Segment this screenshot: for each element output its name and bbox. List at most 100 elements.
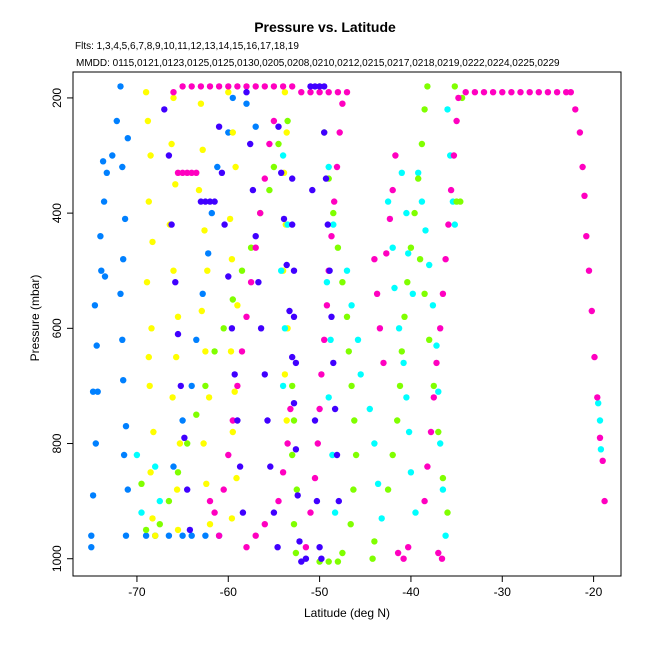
data-point [200, 440, 207, 447]
data-point [401, 313, 408, 320]
data-point [177, 382, 184, 390]
data-point [266, 140, 273, 148]
data-point [437, 440, 444, 447]
data-point [583, 233, 590, 240]
data-point [298, 558, 305, 565]
x-tick-label: -60 [220, 585, 238, 599]
data-point [172, 181, 179, 188]
data-point [451, 221, 458, 228]
data-point [170, 463, 177, 470]
data-point [430, 382, 437, 390]
data-point [92, 440, 100, 447]
data-point [376, 325, 384, 332]
data-point [281, 325, 289, 332]
data-point [229, 94, 236, 102]
data-point [327, 336, 334, 343]
data-point [462, 89, 469, 96]
data-point [311, 474, 319, 482]
data-point [205, 394, 213, 401]
data-point [334, 244, 342, 251]
data-point [331, 509, 339, 516]
data-point [311, 417, 319, 424]
data-point [281, 89, 289, 96]
data-point [88, 532, 95, 539]
data-point [218, 169, 226, 176]
data-point [148, 325, 155, 332]
data-point [489, 89, 497, 96]
data-point [225, 273, 232, 280]
data-point [442, 532, 449, 539]
data-point [357, 371, 364, 378]
chart-title: Pressure vs. Latitude [254, 19, 396, 35]
data-point [599, 457, 606, 464]
data-point [267, 463, 274, 470]
data-point [325, 89, 332, 96]
data-point [405, 428, 413, 436]
data-point [445, 221, 452, 228]
data-point [335, 497, 342, 505]
data-point [281, 371, 289, 378]
data-point [156, 497, 163, 505]
data-point [161, 106, 168, 113]
data-point [290, 417, 298, 424]
data-point [471, 89, 479, 96]
data-point [147, 152, 154, 159]
data-point [257, 209, 264, 217]
data-point [284, 221, 291, 228]
data-point [307, 83, 314, 90]
data-point [103, 169, 111, 176]
data-point [328, 313, 335, 320]
data-point [435, 388, 442, 395]
data-point [517, 89, 524, 96]
data-point [418, 140, 426, 148]
data-point [186, 526, 194, 534]
data-point [193, 336, 200, 343]
data-point [389, 186, 396, 194]
data-point [168, 140, 175, 148]
data-point [339, 279, 346, 286]
data-point [292, 359, 300, 367]
data-point [339, 549, 346, 557]
data-point [206, 521, 214, 528]
data-point [427, 428, 435, 436]
data-point [215, 83, 223, 90]
data-point [174, 169, 182, 176]
data-point [184, 440, 191, 447]
data-point [330, 209, 337, 217]
data-point [188, 83, 195, 90]
data-point [289, 221, 296, 228]
data-point [149, 238, 156, 246]
data-point [289, 353, 296, 361]
data-point [278, 267, 285, 274]
data-point [220, 325, 227, 332]
data-point [247, 140, 254, 148]
data-point [293, 486, 300, 493]
plot-frame [72, 71, 622, 577]
data-point [325, 394, 332, 401]
data-point [352, 451, 360, 459]
data-point [350, 486, 357, 493]
data-point [294, 492, 301, 499]
data-point [347, 521, 354, 528]
data-point [188, 382, 195, 390]
data-point [345, 348, 352, 355]
data-point [579, 163, 586, 171]
data-point [197, 100, 205, 107]
data-point [173, 486, 181, 493]
data-point [93, 342, 100, 349]
data-point [261, 175, 268, 182]
data-point [231, 388, 238, 395]
data-point [144, 117, 152, 125]
data-point [117, 290, 124, 297]
x-axis: -70 -60 -50 -40 -30 -20 [128, 575, 603, 599]
data-point [418, 198, 426, 205]
data-point [252, 233, 259, 240]
data-point [201, 227, 208, 234]
data-point [318, 555, 325, 562]
data-point [89, 388, 97, 395]
data-point [206, 83, 214, 90]
data-point [184, 169, 191, 176]
data-point [433, 359, 440, 367]
data-point [152, 532, 159, 539]
data-point [197, 198, 205, 205]
